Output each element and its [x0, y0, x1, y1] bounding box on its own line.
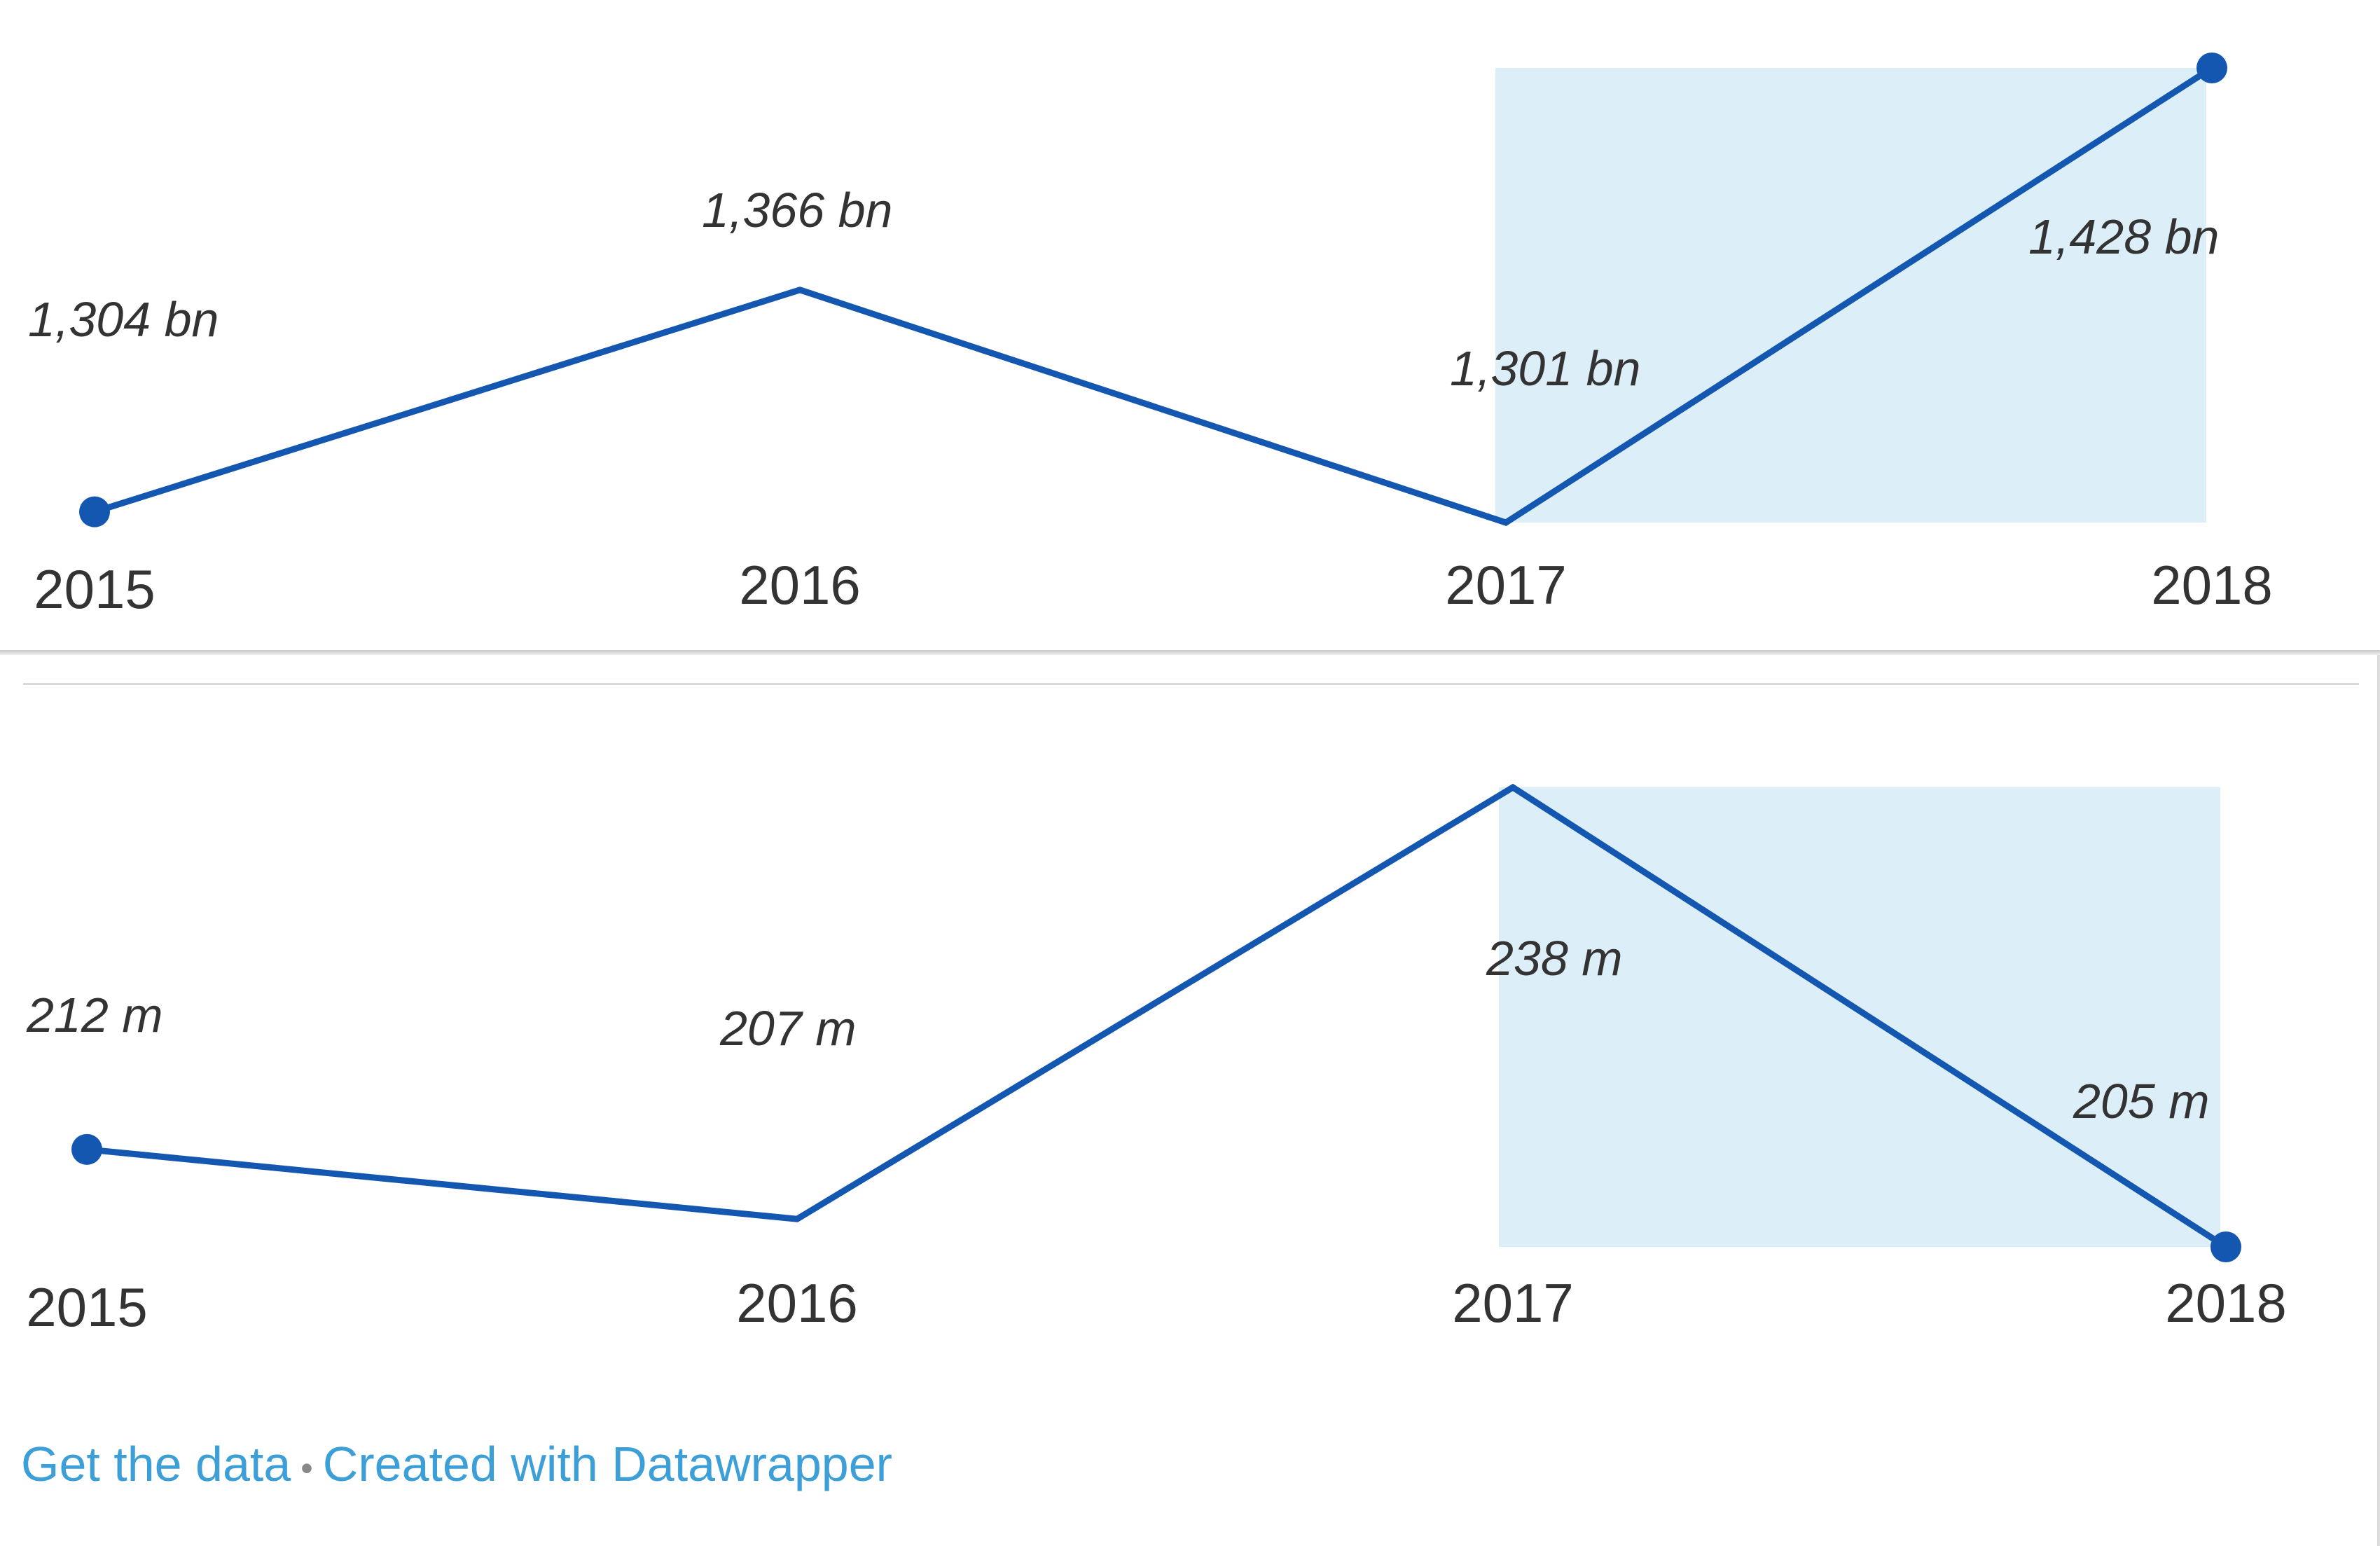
value-label: 1,304 bn [28, 292, 219, 347]
data-point-marker [2196, 53, 2227, 83]
chart-top: 2015 2016 2017 2018 1,304 bn 1,366 bn 1,301 bn… [28, 53, 2273, 620]
value-label: 205 m [2073, 1074, 2210, 1129]
footer: Get the data • Created with Datawrapper [21, 1436, 892, 1492]
x-tick-label: 2015 [34, 558, 155, 620]
x-tick-label: 2018 [2151, 554, 2273, 616]
value-label: 207 m [719, 1001, 857, 1056]
separator-line [23, 683, 2359, 685]
series-line [93, 65, 2214, 526]
created-with-datawrapper-link[interactable]: Created with Datawrapper [322, 1437, 892, 1491]
x-tick-label: 2017 [1452, 1272, 1574, 1334]
value-label: 238 m [1486, 931, 1623, 986]
x-tick-label: 2018 [2165, 1272, 2287, 1334]
series-line [86, 783, 2228, 1250]
get-the-data-link[interactable]: Get the data [21, 1437, 291, 1491]
value-label: 1,366 bn [702, 183, 892, 237]
x-tick-label: 2017 [1445, 554, 1567, 616]
chart-bottom: 2015 2016 2017 2018 212 m 207 m 238 m 205 m [26, 783, 2287, 1338]
value-label: 1,428 bn [2028, 209, 2219, 264]
data-point-marker [71, 1133, 102, 1165]
data-point-marker [79, 496, 110, 527]
x-tick-label: 2016 [739, 554, 861, 616]
value-label: 1,301 bn [1450, 341, 1640, 396]
value-label: 212 m [26, 988, 163, 1042]
x-tick-label: 2015 [26, 1276, 148, 1338]
highlight-band [1499, 787, 2220, 1247]
panel-divider-shadow [0, 650, 2380, 657]
x-tick-label: 2016 [736, 1272, 858, 1334]
footer-separator: • [300, 1448, 313, 1488]
highlight-band [1495, 68, 2206, 523]
data-point-marker [2211, 1231, 2241, 1262]
